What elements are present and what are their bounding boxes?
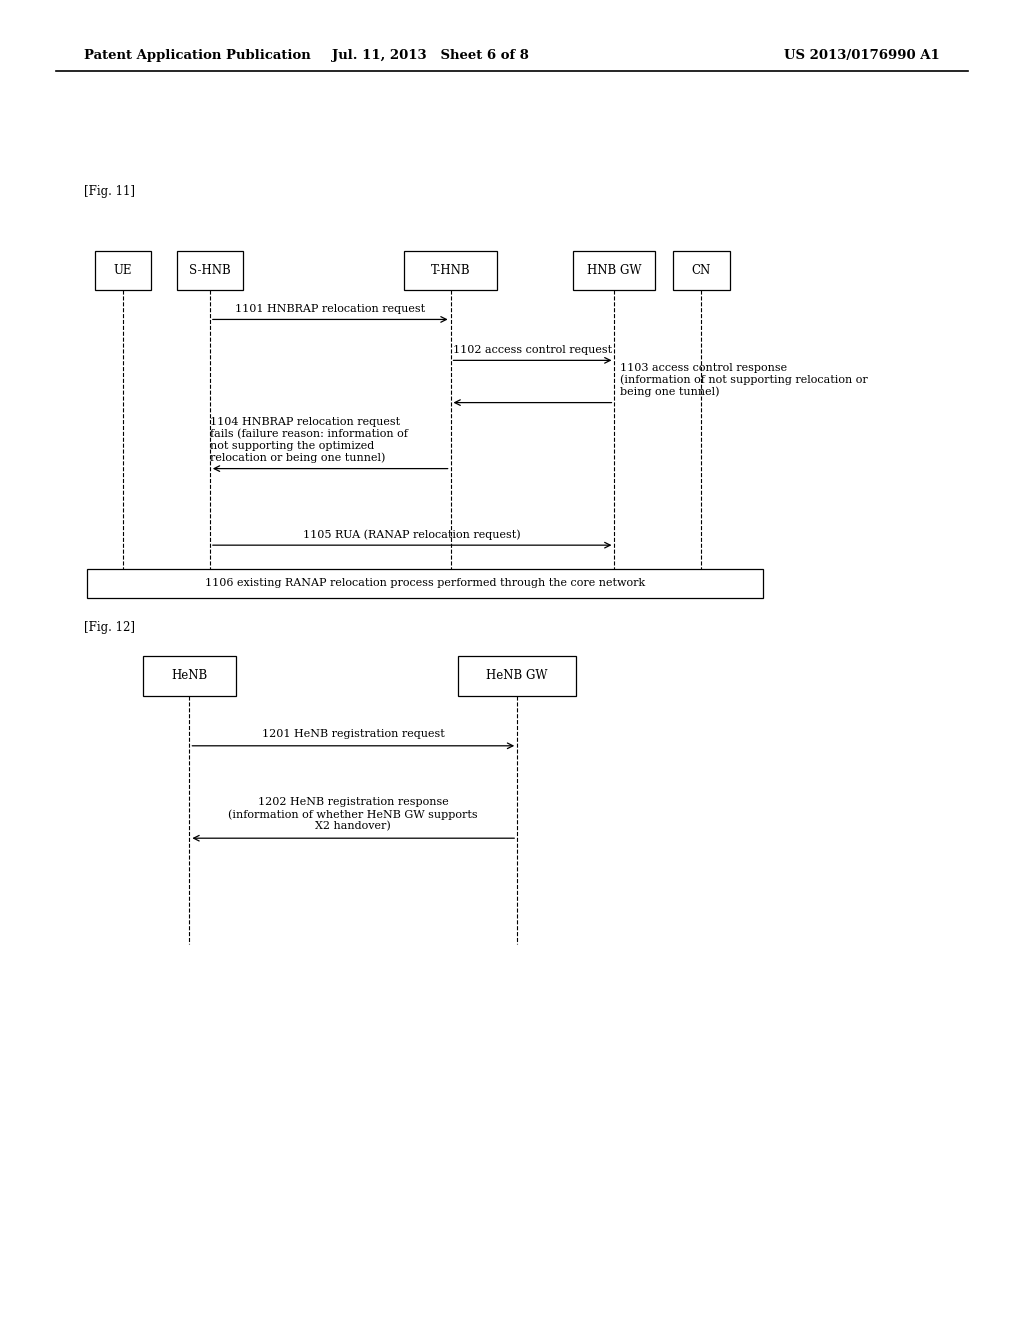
Bar xyxy=(176,251,244,290)
Text: UE: UE xyxy=(114,264,132,277)
Text: 1106 existing RANAP relocation process performed through the core network: 1106 existing RANAP relocation process p… xyxy=(205,578,645,589)
Text: 1104 HNBRAP relocation request
fails (failure reason: information of
not support: 1104 HNBRAP relocation request fails (fa… xyxy=(210,417,408,463)
Bar xyxy=(87,569,763,598)
Text: S-HNB: S-HNB xyxy=(189,264,230,277)
Text: 1202 HeNB registration response
(information of whether HeNB GW supports
X2 hand: 1202 HeNB registration response (informa… xyxy=(228,797,478,832)
Text: US 2013/0176990 A1: US 2013/0176990 A1 xyxy=(784,49,940,62)
Text: Patent Application Publication: Patent Application Publication xyxy=(84,49,310,62)
Text: HNB GW: HNB GW xyxy=(587,264,642,277)
Bar xyxy=(573,251,655,290)
Text: Jul. 11, 2013   Sheet 6 of 8: Jul. 11, 2013 Sheet 6 of 8 xyxy=(332,49,528,62)
Text: [Fig. 11]: [Fig. 11] xyxy=(84,185,135,198)
Text: 1102 access control request: 1102 access control request xyxy=(453,345,612,355)
Bar xyxy=(459,656,575,696)
Text: CN: CN xyxy=(692,264,711,277)
Bar xyxy=(404,251,497,290)
Text: HeNB: HeNB xyxy=(171,669,208,682)
Bar xyxy=(674,251,730,290)
Text: 1101 HNBRAP relocation request: 1101 HNBRAP relocation request xyxy=(234,304,425,314)
Text: [Fig. 12]: [Fig. 12] xyxy=(84,620,135,634)
Text: T-HNB: T-HNB xyxy=(431,264,470,277)
Bar xyxy=(143,656,236,696)
Text: HeNB GW: HeNB GW xyxy=(486,669,548,682)
Text: 1103 access control response
(information of not supporting relocation or
being : 1103 access control response (informatio… xyxy=(620,363,867,397)
Text: 1105 RUA (RANAP relocation request): 1105 RUA (RANAP relocation request) xyxy=(303,529,520,540)
Text: 1201 HeNB registration request: 1201 HeNB registration request xyxy=(262,729,444,739)
Bar xyxy=(94,251,152,290)
